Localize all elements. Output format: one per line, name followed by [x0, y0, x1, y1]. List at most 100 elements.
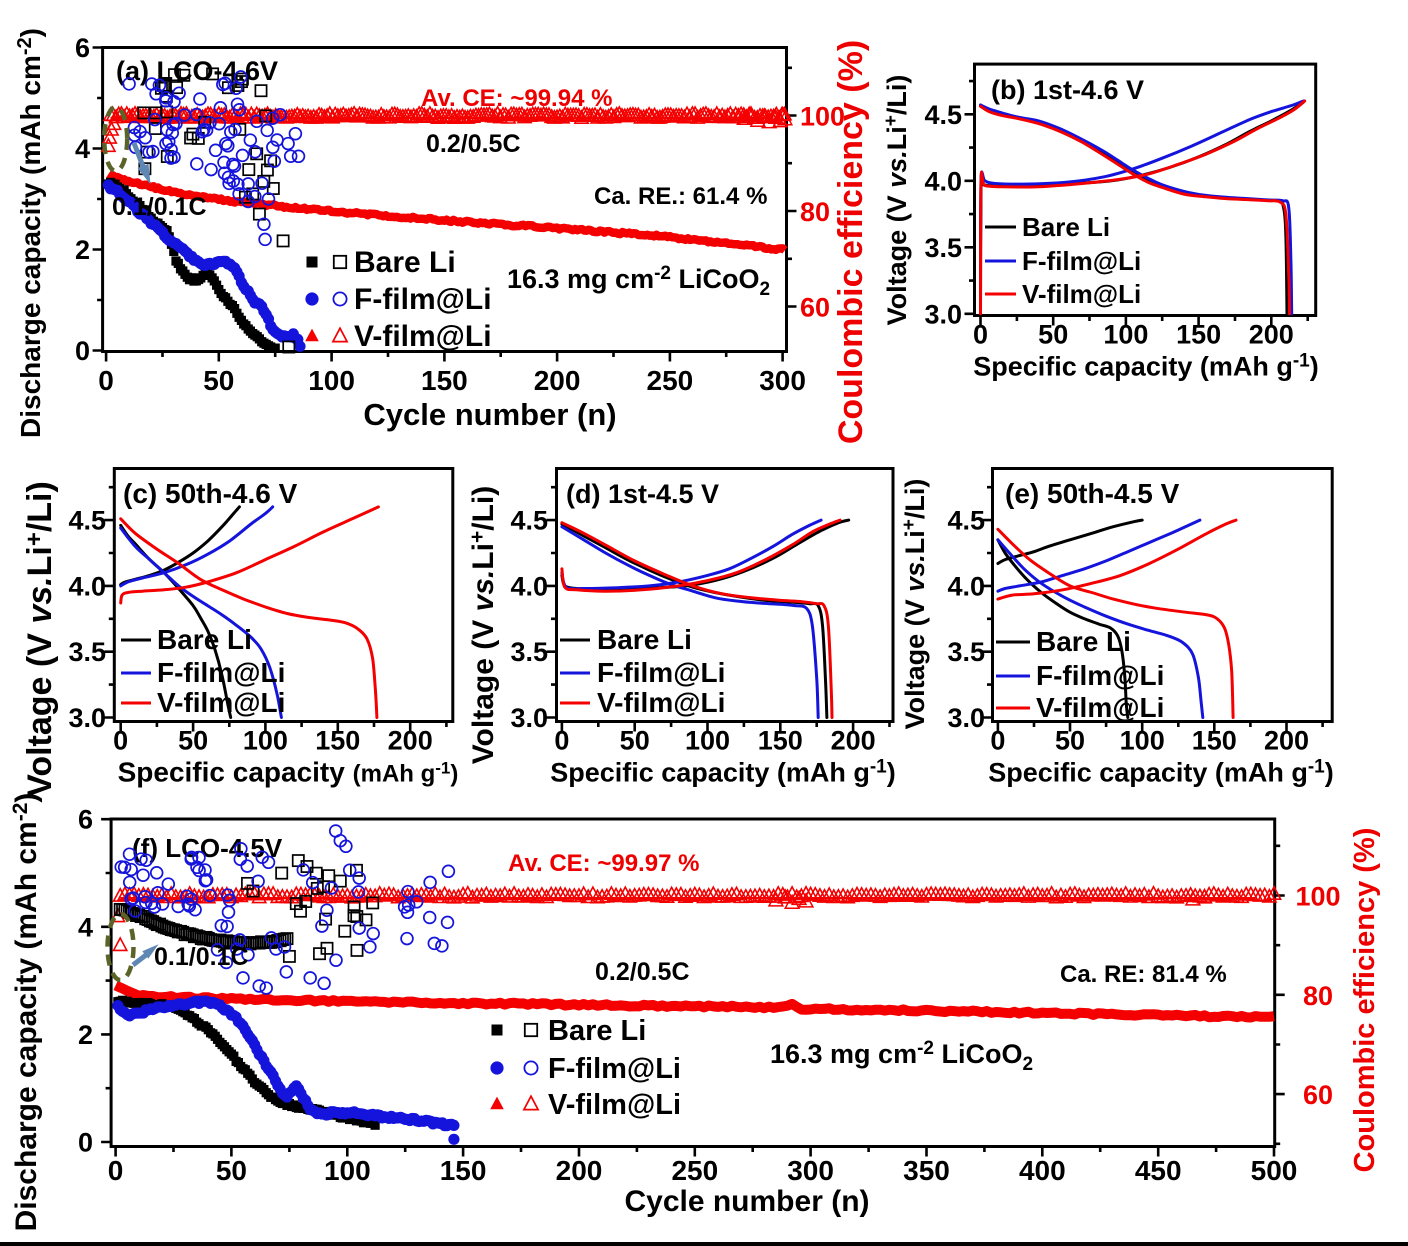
svg-text:Cycle number (n): Cycle number (n) [624, 1185, 869, 1218]
svg-text:16.3 mg cm-2 LiCoO2: 16.3 mg cm-2 LiCoO2 [770, 1038, 1033, 1075]
svg-text:80: 80 [1303, 981, 1333, 1011]
svg-text:200: 200 [556, 1155, 603, 1186]
svg-text:3.0: 3.0 [924, 299, 962, 329]
svg-text:V-film@Li: V-film@Li [1022, 279, 1141, 309]
svg-text:3.0: 3.0 [68, 703, 106, 733]
svg-text:4.0: 4.0 [68, 571, 106, 601]
svg-text:3.0: 3.0 [947, 703, 985, 733]
svg-text:16.3 mg cm-2 LiCoO2: 16.3 mg cm-2 LiCoO2 [507, 263, 770, 300]
svg-text:Ca. RE: 81.4 %: Ca. RE: 81.4 % [1060, 961, 1227, 988]
svg-text:100: 100 [324, 1155, 371, 1186]
svg-text:Specific capacity (mAh g-1): Specific capacity (mAh g-1) [550, 757, 896, 788]
svg-text:V-film@Li: V-film@Li [548, 1089, 681, 1121]
svg-text:Specific capacity (mAh g-1): Specific capacity (mAh g-1) [988, 757, 1334, 788]
svg-text:100: 100 [243, 726, 288, 756]
svg-text:V-film@Li: V-film@Li [1036, 692, 1164, 723]
svg-text:2: 2 [75, 235, 90, 265]
svg-text:(d) 1st-4.5 V: (d) 1st-4.5 V [566, 479, 719, 509]
svg-text:80: 80 [800, 197, 830, 227]
svg-text:60: 60 [1303, 1080, 1333, 1110]
svg-text:4.5: 4.5 [68, 506, 106, 536]
svg-text:Specific capacity (mAh g-1): Specific capacity (mAh g-1) [973, 351, 1319, 382]
svg-text:0: 0 [108, 1155, 124, 1186]
svg-text:0.2/0.5C: 0.2/0.5C [426, 130, 521, 158]
svg-text:100: 100 [308, 365, 355, 396]
svg-text:150: 150 [1192, 726, 1237, 756]
svg-text:Voltage (V vs.Li+/Li): Voltage (V vs.Li+/Li) [21, 481, 59, 797]
svg-text:Bare Li: Bare Li [1022, 212, 1110, 242]
svg-text:Av. CE: ~99.97 %: Av. CE: ~99.97 % [508, 850, 699, 877]
svg-text:150: 150 [440, 1155, 487, 1186]
svg-text:(f) LCO-4.5V: (f) LCO-4.5V [132, 833, 283, 863]
svg-text:F-film@Li: F-film@Li [1036, 660, 1164, 691]
svg-text:150: 150 [421, 365, 468, 396]
svg-text:200: 200 [534, 365, 581, 396]
svg-text:50: 50 [1038, 320, 1068, 350]
svg-text:4.5: 4.5 [510, 506, 548, 536]
svg-text:50: 50 [203, 365, 234, 396]
svg-text:300: 300 [787, 1155, 834, 1186]
svg-text:50: 50 [216, 1155, 247, 1186]
svg-text:0.1/0.1C: 0.1/0.1C [112, 193, 207, 221]
svg-text:(c) 50th-4.6 V: (c) 50th-4.6 V [123, 478, 298, 509]
svg-text:3.5: 3.5 [947, 637, 985, 667]
svg-text:F-film@Li: F-film@Li [597, 657, 725, 688]
svg-text:F-film@Li: F-film@Li [157, 657, 285, 688]
svg-text:0: 0 [990, 726, 1005, 756]
svg-text:3.5: 3.5 [68, 637, 106, 667]
svg-text:Voltage (V vs.Li+/Li): Voltage (V vs.Li+/Li) [899, 479, 930, 730]
svg-text:100: 100 [685, 726, 730, 756]
svg-text:150: 150 [1176, 320, 1221, 350]
svg-text:0: 0 [973, 320, 988, 350]
svg-text:Bare Li: Bare Li [548, 1015, 646, 1047]
svg-text:4.0: 4.0 [924, 166, 962, 196]
svg-text:0.1/0.1C: 0.1/0.1C [154, 943, 249, 971]
svg-text:Bare Li: Bare Li [157, 624, 252, 655]
svg-text:0.2/0.5C: 0.2/0.5C [595, 958, 690, 986]
svg-text:V-film@Li: V-film@Li [597, 687, 725, 718]
svg-text:V-film@Li: V-film@Li [354, 320, 492, 353]
svg-text:300: 300 [759, 365, 806, 396]
svg-text:450: 450 [1135, 1155, 1182, 1186]
svg-text:Coulombic efficiency (%): Coulombic efficiency (%) [832, 40, 870, 444]
svg-text:2: 2 [78, 1020, 93, 1050]
svg-text:3.0: 3.0 [510, 703, 548, 733]
svg-text:200: 200 [831, 726, 876, 756]
svg-text:3.5: 3.5 [510, 637, 548, 667]
svg-text:4.5: 4.5 [924, 100, 962, 130]
svg-text:Av. CE: ~99.94 %: Av. CE: ~99.94 % [421, 85, 612, 112]
svg-text:200: 200 [388, 726, 433, 756]
svg-text:150: 150 [315, 726, 360, 756]
svg-text:Cycle number (n): Cycle number (n) [363, 397, 616, 432]
svg-text:Specific capacity (mAh g-1): Specific capacity (mAh g-1) [118, 757, 459, 788]
svg-text:Ca. RE.: 61.4 %: Ca. RE.: 61.4 % [594, 183, 767, 210]
svg-text:0: 0 [554, 726, 569, 756]
svg-text:100: 100 [800, 102, 845, 132]
svg-text:Voltage (V vs.Li+/Li): Voltage (V vs.Li+/Li) [881, 75, 912, 326]
svg-text:0: 0 [113, 726, 128, 756]
svg-text:Coulombic efficiency (%): Coulombic efficiency (%) [1349, 828, 1381, 1173]
svg-text:0: 0 [78, 1128, 93, 1158]
svg-text:250: 250 [671, 1155, 718, 1186]
svg-text:350: 350 [903, 1155, 950, 1186]
svg-text:150: 150 [758, 726, 803, 756]
svg-text:(a) LCO-4.6V: (a) LCO-4.6V [116, 56, 278, 86]
svg-text:200: 200 [1249, 320, 1294, 350]
svg-text:F-film@Li: F-film@Li [548, 1053, 681, 1085]
svg-text:250: 250 [647, 365, 694, 396]
svg-text:Voltage (V vs.Li+/Li): Voltage (V vs.Li+/Li) [466, 486, 500, 764]
svg-text:F-film@Li: F-film@Li [354, 283, 492, 316]
svg-text:50: 50 [178, 726, 208, 756]
svg-text:6: 6 [75, 33, 90, 63]
svg-text:0: 0 [75, 336, 90, 366]
svg-text:0: 0 [98, 365, 114, 396]
svg-text:Bare Li: Bare Li [354, 246, 456, 279]
svg-text:3.5: 3.5 [924, 233, 962, 263]
svg-text:V-film@Li: V-film@Li [157, 687, 285, 718]
svg-text:200: 200 [1264, 726, 1309, 756]
svg-text:Discharge capacity (mAh cm-2): Discharge capacity (mAh cm-2) [9, 793, 43, 1232]
svg-text:Bare Li: Bare Li [1036, 626, 1131, 657]
svg-text:4: 4 [75, 134, 90, 164]
svg-text:(b) 1st-4.6 V: (b) 1st-4.6 V [991, 75, 1144, 105]
svg-text:F-film@Li: F-film@Li [1022, 246, 1141, 276]
